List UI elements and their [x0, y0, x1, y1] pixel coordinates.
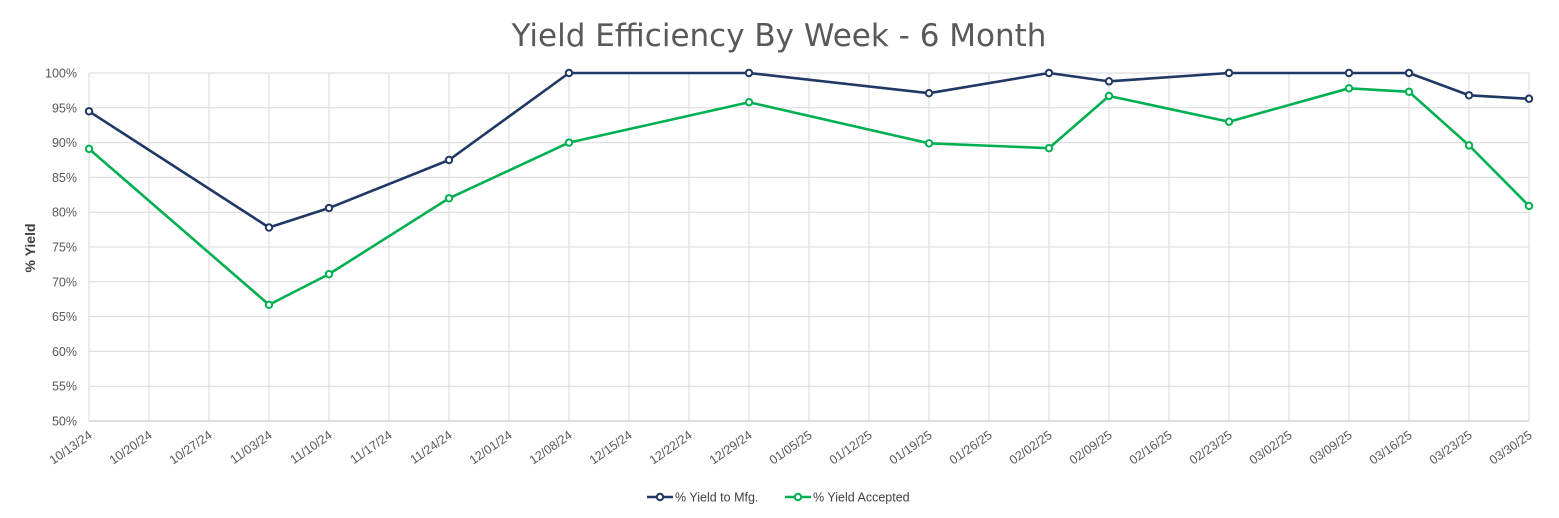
x-tick-label: 02/09/25 — [1067, 428, 1115, 467]
x-tick-label: 01/26/25 — [947, 428, 995, 467]
x-tick-label: 12/22/24 — [647, 428, 695, 467]
x-tick-label: 11/10/24 — [288, 428, 335, 467]
legend: % Yield to Mfg. % Yield Accepted — [647, 491, 910, 505]
y-tick-label: 55% — [52, 380, 77, 394]
series-layer — [84, 68, 1534, 309]
x-tick-label: 02/23/25 — [1187, 428, 1235, 467]
data-point — [1404, 87, 1414, 96]
data-point — [444, 194, 454, 203]
y-tick-label: 95% — [52, 101, 77, 115]
series-line-yield-accepted — [88, 87, 1530, 307]
data-point — [444, 155, 454, 165]
y-tick-label: 75% — [52, 241, 77, 255]
x-tick-label: 10/27/24 — [167, 428, 215, 467]
x-tick-label: 03/02/25 — [1247, 428, 1295, 467]
data-point — [264, 300, 274, 309]
y-tick-label: 50% — [52, 415, 77, 429]
legend-label: % Yield to Mfg. — [675, 491, 758, 505]
data-point — [744, 98, 754, 107]
data-point — [1524, 94, 1534, 103]
data-point — [1344, 68, 1354, 78]
data-point — [564, 138, 574, 147]
data-point — [564, 68, 574, 78]
x-tick-label: 01/19/25 — [887, 428, 935, 467]
data-point — [1344, 84, 1354, 93]
legend-item: % Yield Accepted — [785, 491, 910, 505]
legend-swatch-marker — [655, 492, 665, 502]
data-point — [264, 223, 274, 232]
legend-item: % Yield to Mfg. — [647, 491, 758, 505]
x-tick-label: 11/03/24 — [228, 428, 275, 467]
y-tick-label: 60% — [52, 345, 77, 359]
data-point — [1224, 117, 1234, 126]
x-tick-label: 03/09/25 — [1307, 428, 1355, 467]
y-tick-label: 90% — [52, 136, 77, 150]
x-tick-label: 11/24/24 — [408, 428, 455, 467]
x-tick-labels: 10/13/24 10/20/24 10/27/24 11/03/24 11/10/24… — [47, 428, 1535, 467]
data-point — [1464, 141, 1474, 150]
x-tick-label: 12/08/24 — [527, 428, 575, 467]
chart-title: Yield Efficiency By Week - 6 Month — [511, 18, 1047, 54]
y-tick-label: 80% — [52, 206, 77, 220]
x-tick-label: 03/23/25 — [1427, 428, 1475, 467]
legend-label: % Yield Accepted — [813, 491, 910, 505]
data-point — [1464, 91, 1474, 100]
series-line-yield-to-mfg — [88, 71, 1530, 229]
data-point — [1044, 68, 1054, 78]
data-point — [84, 144, 94, 154]
y-axis-label: % Yield — [22, 223, 38, 272]
x-tick-label: 12/01/24 — [467, 428, 515, 467]
x-tick-label: 02/16/25 — [1127, 428, 1175, 467]
data-point — [84, 107, 94, 116]
legend-swatch-marker — [793, 492, 803, 502]
data-point — [1224, 68, 1234, 78]
x-tick-label: 11/17/24 — [348, 428, 395, 467]
y-tick-label: 100% — [45, 67, 77, 81]
data-point — [324, 269, 334, 279]
data-point — [924, 88, 934, 98]
x-tick-label: 12/15/24 — [587, 428, 635, 467]
x-tick-label: 02/02/25 — [1007, 428, 1055, 467]
x-tick-label: 12/29/24 — [707, 428, 755, 467]
data-point — [924, 139, 934, 148]
x-tick-label: 01/05/25 — [767, 428, 815, 467]
y-tick-labels: 50% 55% 60% 65% 70% 75% 80% 85% 90% 95% 100% — [45, 67, 77, 429]
data-point — [1404, 68, 1414, 78]
x-tick-label: 03/16/25 — [1367, 428, 1415, 467]
data-point — [1524, 201, 1534, 211]
data-point — [1104, 77, 1114, 86]
y-tick-label: 70% — [52, 275, 77, 289]
grid-layer — [88, 72, 1530, 422]
data-point — [744, 68, 754, 78]
y-tick-label: 85% — [52, 171, 77, 185]
x-tick-label: 01/12/25 — [827, 428, 875, 467]
y-tick-label: 65% — [52, 310, 77, 324]
x-tick-label: 10/20/24 — [107, 428, 155, 467]
x-tick-label: 03/30/25 — [1487, 428, 1535, 467]
data-point — [1044, 143, 1054, 153]
data-point — [324, 203, 334, 213]
x-tick-label: 10/13/24 — [47, 428, 95, 467]
data-point — [1104, 91, 1114, 101]
